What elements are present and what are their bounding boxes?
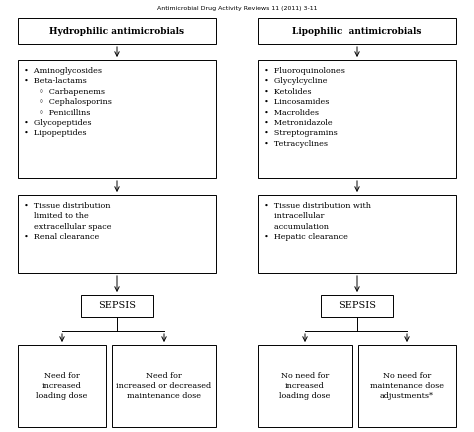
Bar xyxy=(258,345,352,427)
Text: •  Aminoglycosides
•  Beta-lactams
      ◦  Carbapenems
      ◦  Cephalosporins
: • Aminoglycosides • Beta-lactams ◦ Carba… xyxy=(24,67,112,137)
Bar xyxy=(112,345,216,427)
Bar xyxy=(321,295,393,317)
Bar xyxy=(18,345,106,427)
Text: •  Tissue distribution with
    intracellular
    accumulation
•  Hepatic cleara: • Tissue distribution with intracellular… xyxy=(264,202,371,241)
Bar xyxy=(81,295,153,317)
Bar xyxy=(258,18,456,44)
Bar xyxy=(258,60,456,178)
Text: •  Tissue distribution
    limited to the
    extracellular space
•  Renal clear: • Tissue distribution limited to the ext… xyxy=(24,202,111,241)
Text: Lipophilic  antimicrobials: Lipophilic antimicrobials xyxy=(292,26,422,35)
Text: No need for
increased
loading dose: No need for increased loading dose xyxy=(279,372,331,400)
Text: Need for
increased or decreased
maintenance dose: Need for increased or decreased maintena… xyxy=(117,372,211,400)
Text: Hydrophilic antimicrobials: Hydrophilic antimicrobials xyxy=(49,26,184,35)
Bar xyxy=(18,60,216,178)
Text: No need for
maintenance dose
adjustments*: No need for maintenance dose adjustments… xyxy=(370,372,444,400)
Bar xyxy=(18,195,216,273)
Bar xyxy=(258,195,456,273)
Bar xyxy=(18,18,216,44)
Text: Need for
increased
loading dose: Need for increased loading dose xyxy=(36,372,88,400)
Bar xyxy=(358,345,456,427)
Text: •  Fluoroquinolones
•  Glycylcycline
•  Ketolides
•  Lincosamides
•  Macrolides
: • Fluoroquinolones • Glycylcycline • Ket… xyxy=(264,67,345,148)
Text: SEPSIS: SEPSIS xyxy=(98,302,136,311)
Text: SEPSIS: SEPSIS xyxy=(338,302,376,311)
Text: Antimicrobial Drug Activity Reviews 11 (2011) 3-11: Antimicrobial Drug Activity Reviews 11 (… xyxy=(157,6,317,11)
